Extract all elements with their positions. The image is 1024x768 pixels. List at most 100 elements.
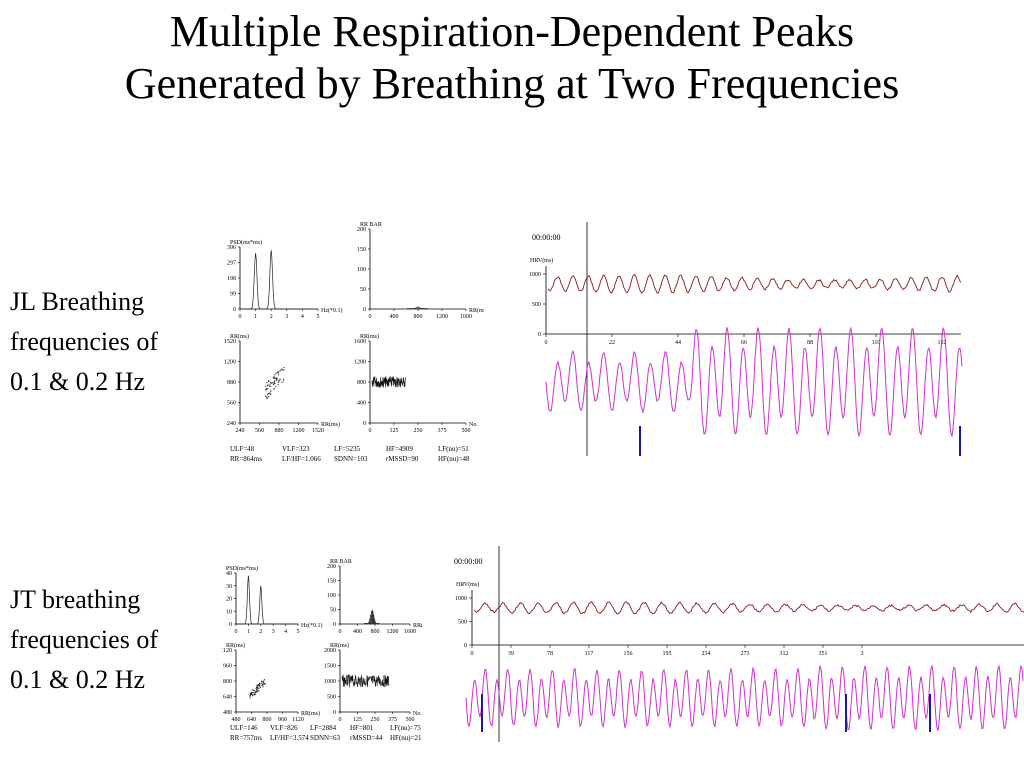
subject-2-psd-x-tick-label: 3: [272, 629, 275, 635]
subject-1-poincare-point: [278, 381, 280, 383]
subject-1-poincare-point: [267, 388, 269, 390]
subject-1-poincare-point: [282, 369, 284, 371]
subject-1-poincare-x-tick-label: 880: [275, 428, 284, 434]
subject-1-poincare-point: [275, 386, 277, 388]
subject-2-stat-row2-item: RR=757ms: [230, 734, 262, 742]
subject-2-psd-x-label: Hz(*0.1): [301, 622, 323, 629]
subject-1-poincare-point: [273, 381, 275, 383]
subject-2-hrv-y-tick-label: 0: [464, 643, 467, 649]
subject-1-psd-y-label: PSD(ms*ms): [230, 239, 262, 246]
subject-2-hrv-respiration-trace: [465, 664, 1024, 731]
subject-2-rrbar-y-tick-label: 0: [333, 622, 336, 628]
subject-2-poincare-point: [258, 682, 261, 684]
subject-1-hrv-y-tick-label: 500: [532, 302, 541, 308]
subject-2-psd-y-tick-label: 30: [226, 584, 232, 590]
subject-1-rrbar-y-tick-label: 150: [357, 247, 366, 253]
subject-2-poincare-point: [256, 689, 258, 691]
subject-1-poincare-point: [272, 383, 275, 386]
subject-2-rrbar-x-tick-label: 800: [371, 629, 380, 635]
subject-1-poincare-y-tick-label: 880: [227, 380, 236, 386]
subject-1-poincare-point: [273, 388, 275, 390]
subject-2-hrv-y-label: HRV(ms): [456, 581, 479, 588]
subject-2-psd-y-tick-label: 0: [229, 622, 232, 628]
subject-2-stat-row1-item: HF=801: [350, 724, 374, 732]
subject-2-stat-row2-item: SDNN=63: [310, 734, 341, 742]
subject-2-poincare-y-tick-label: 960: [223, 664, 232, 670]
subject-1-poincare-x-label: RR(ms): [321, 421, 340, 428]
subject-1-tachogram-y-tick-label: 800: [357, 380, 366, 386]
subject-1-stat-row1-item: LF(nu)=51: [438, 445, 469, 453]
subject-2-poincare-y-tick-label: 640: [223, 695, 232, 701]
subject-2-tachogram-x-tick-label: 0: [339, 717, 342, 723]
subject-2-poincare-point: [263, 679, 265, 681]
subject-2-hrv-time-readout: 00:00:00: [454, 557, 482, 566]
subject-1-tachogram-x-tick-label: 250: [414, 428, 423, 434]
subject-1-poincare-point: [283, 366, 285, 369]
subject-2-poincare-point: [263, 682, 265, 685]
subject-1-poincare-y-tick-label: 1200: [224, 360, 236, 366]
subject-2-poincare-x-tick-label: 640: [247, 717, 256, 723]
subject-1-poincare-point: [276, 372, 279, 374]
subject-1-poincare-y-tick-label: 560: [227, 401, 236, 407]
subject-1-tachogram-x-tick-label: 125: [390, 428, 399, 434]
subject-1-stat-row2-item: RR=864ms: [230, 455, 262, 463]
subject-2-poincare-axes: RR(ms)11209608006404804806408009601120RR…: [222, 642, 320, 723]
subject-1-rrbar-y-tick-label: 200: [357, 227, 366, 233]
subject-1-poincare-point: [267, 384, 269, 386]
subject-1-label-line-2: frequencies of: [10, 327, 158, 356]
subject-1-poincare-point: [279, 378, 281, 380]
subject-2-rrbar-y-label: RR BAR: [330, 559, 352, 565]
subject-2-poincare-x-tick-label: 960: [278, 717, 287, 723]
subject-1-poincare-point: [265, 387, 268, 390]
subject-2-psd-axes: PSD(ms*ms)40 30 20 10 00 1 2 3 4 5Hz(*0.1): [226, 565, 323, 635]
subject-2-poincare-x-tick-label: 800: [263, 717, 272, 723]
subject-2-poincare-point: [256, 684, 258, 686]
subject-1-poincare-point: [276, 379, 278, 381]
subject-1-poincare-point: [274, 382, 276, 384]
subject-1-hrv-x-tick-label: 22: [609, 340, 615, 346]
subject-2-poincare-y-label: RR(ms): [226, 642, 245, 649]
subject-1-poincare-point: [274, 380, 276, 382]
subject-2-tachogram-x-tick-label: 375: [388, 717, 397, 723]
subject-1-psd-y-tick-label: 297: [227, 261, 236, 267]
subject-2-tachogram-trace: [341, 674, 390, 688]
subject-1-psd-curve: [240, 250, 318, 310]
subject-2-hrv-x-tick-label: 39: [508, 651, 514, 657]
subject-1-psd-x-tick-label: 1: [254, 314, 257, 320]
subject-2-poincare-x-tick-label: 1120: [292, 717, 304, 723]
subject-1-psd-x-label: Hz(*0.1): [321, 307, 343, 314]
subject-2-label: JT breathing frequencies of 0.1 & 0.2 Hz: [10, 580, 158, 700]
subject-1-poincare-point: [271, 382, 273, 384]
subject-1-poincare-point: [264, 389, 267, 391]
subject-1-poincare-y-tick-label: 240: [227, 421, 236, 427]
subject-2-poincare-point: [257, 690, 259, 692]
subject-2-hrv-x-tick-label: 0: [471, 651, 474, 657]
subject-2-poincare-point: [262, 686, 264, 688]
subject-1-poincare-y-tick-label: 1520: [224, 339, 236, 345]
subject-1-poincare-point: [275, 372, 277, 374]
subject-1-poincare-point: [269, 393, 272, 395]
subject-2-poincare-point: [258, 689, 260, 692]
subject-2-rrbar-x-label: RR(ms): [413, 622, 422, 629]
subject-2-poincare-point: [261, 680, 263, 682]
subject-1-hrv-x-tick-label: 88: [807, 340, 813, 346]
subject-1-label-line-1: JL Breathing: [10, 287, 145, 316]
subject-2-rrbar-x-tick-label: 400: [353, 629, 362, 635]
subject-1-poincare-point: [272, 376, 274, 379]
subject-2-stat-row2-item: HF(nu)=21: [390, 734, 422, 742]
subject-2-poincare-point: [255, 687, 257, 690]
subject-1-poincare-point: [273, 375, 275, 377]
subject-1-poincare-point: [276, 377, 278, 379]
subject-2-hrv-x-tick-label: 312: [780, 651, 789, 657]
slide-title: Multiple Respiration-Dependent Peaks Gen…: [0, 6, 1024, 110]
subject-1-poincare-point: [268, 385, 271, 387]
subject-2-stat-row1-item: VLF=826: [270, 724, 298, 732]
subject-1-poincare-x-tick-label: 1200: [293, 428, 305, 434]
subject-2-psd-y-tick-label: 20: [226, 597, 232, 603]
subject-1-stat-row1-item: VLF=323: [282, 445, 310, 453]
subject-1-poincare-point: [279, 370, 281, 372]
